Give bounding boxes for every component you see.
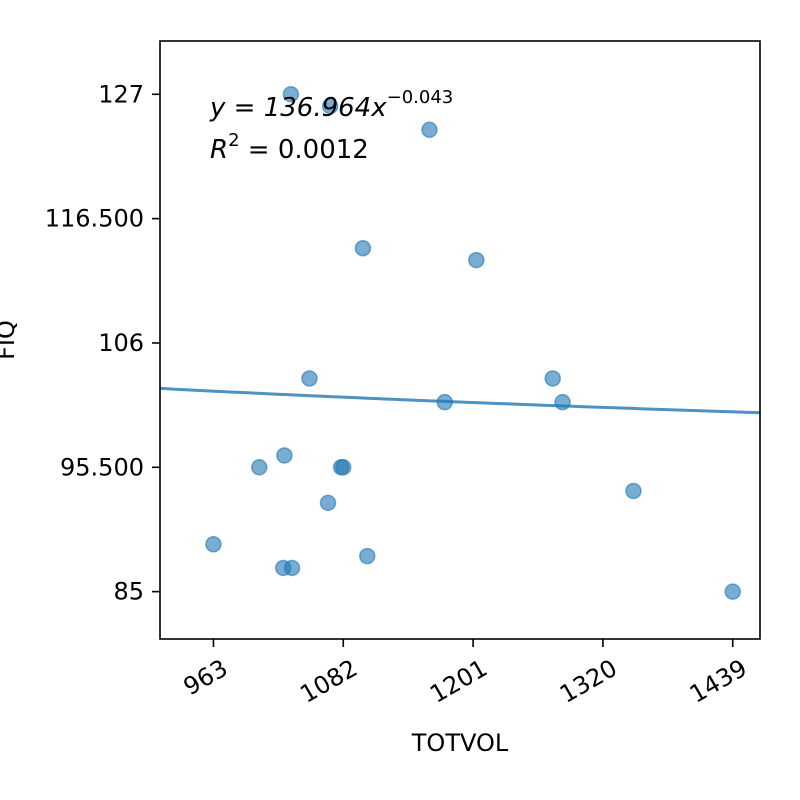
x-tick-label: 963 [179,654,233,701]
plot-frame [159,40,761,640]
r-squared-superscript: 2 [228,130,239,151]
data-point [468,251,485,269]
x-tick-label: 1082 [295,654,362,709]
data-point [319,494,337,512]
fit-line [159,386,761,415]
data-point [554,393,571,411]
y-axis-label: FIQ [0,320,20,360]
data-point [301,370,318,387]
y-tick-label: 85 [113,578,144,606]
r-squared-annotation: R2 = 0.0012 [210,130,369,165]
data-point [276,447,293,464]
x-tick-label: 1439 [685,654,752,709]
data-point [283,559,301,577]
data-point [321,97,339,115]
equation-exponent: −0.043 [387,87,454,108]
y-tick-label: 116.500 [45,205,144,233]
data-point [724,583,741,600]
data-point [282,86,300,103]
x-axis-label: TOTVOL [411,729,509,757]
data-point [544,370,561,387]
data-point [335,459,352,476]
x-axis-ticks: 963 1082 1201 1320 1439 [179,639,752,709]
data-point [359,547,376,565]
data-point [251,459,268,476]
data-point [354,239,372,257]
y-tick-label: 127 [98,80,144,108]
data-point [205,536,222,553]
y-axis-ticks: 85 95.500 106 116.500 127 [45,80,160,606]
y-tick-label: 106 [98,329,144,357]
x-tick-label: 1320 [555,654,622,709]
data-point [436,393,453,411]
equation-annotation: y = 136.964x−0.043 [209,87,453,123]
data-point [625,482,642,500]
points-layer [205,86,741,600]
data-point [421,121,438,139]
fit-layer [159,386,761,415]
y-tick-label: 95.500 [60,453,144,481]
x-tick-label: 1201 [425,654,492,709]
